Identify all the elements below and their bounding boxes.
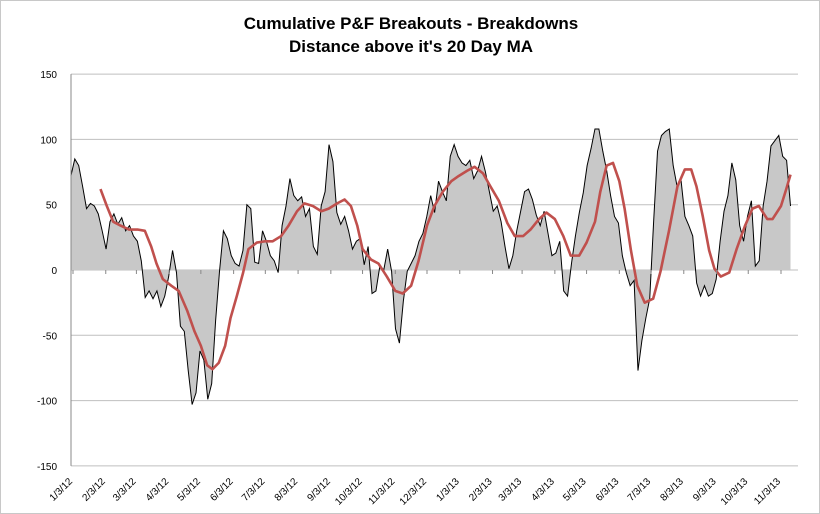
moving-average-line [99, 161, 792, 371]
x-tick-label: 7/3/13 [626, 476, 654, 504]
x-tick-label: 4/3/13 [530, 476, 558, 504]
x-tick-label: 5/3/13 [561, 476, 589, 504]
y-tick-label: 50 [46, 201, 58, 212]
x-tick-label: 4/3/12 [144, 476, 172, 504]
x-tick-label: 11/3/13 [752, 476, 783, 507]
y-tick-label: -100 [37, 397, 57, 408]
x-tick-label: 8/3/12 [273, 476, 301, 504]
x-tick-label: 5/3/12 [176, 476, 204, 504]
y-tick-label: -50 [43, 331, 58, 342]
x-tick-label: 2/3/12 [80, 476, 108, 504]
x-tick-label: 9/3/13 [691, 476, 719, 504]
y-tick-label: -150 [37, 462, 57, 473]
x-tick-label: 6/3/13 [594, 476, 622, 504]
x-tick-label: 6/3/12 [208, 476, 236, 504]
x-tick-label: 1/3/13 [434, 476, 462, 504]
x-tick-label: 7/3/12 [240, 476, 268, 504]
y-tick-label: 0 [51, 266, 57, 277]
y-tick-label: 100 [40, 135, 57, 146]
chart-title-line-2: Distance above it's 20 Day MA [289, 37, 533, 56]
x-tick-label: 10/3/12 [333, 476, 365, 508]
x-tick-label: 3/3/13 [497, 476, 525, 504]
x-tick-label: 9/3/12 [306, 476, 334, 504]
x-tick-label: 1/3/12 [48, 476, 76, 504]
chart-title-line-1: Cumulative P&F Breakouts - Breakdowns [244, 14, 578, 33]
x-tick-label: 3/3/12 [111, 476, 139, 504]
x-tick-label: 12/3/12 [398, 476, 430, 508]
distance-line [70, 128, 792, 405]
x-tick-label: 11/3/12 [367, 476, 398, 507]
y-tick-label: 150 [40, 70, 57, 81]
x-tick-label: 2/3/13 [467, 476, 495, 504]
x-tick-label: 8/3/13 [658, 476, 686, 504]
area-fill [70, 128, 791, 405]
x-tick-label: 10/3/13 [719, 476, 751, 508]
